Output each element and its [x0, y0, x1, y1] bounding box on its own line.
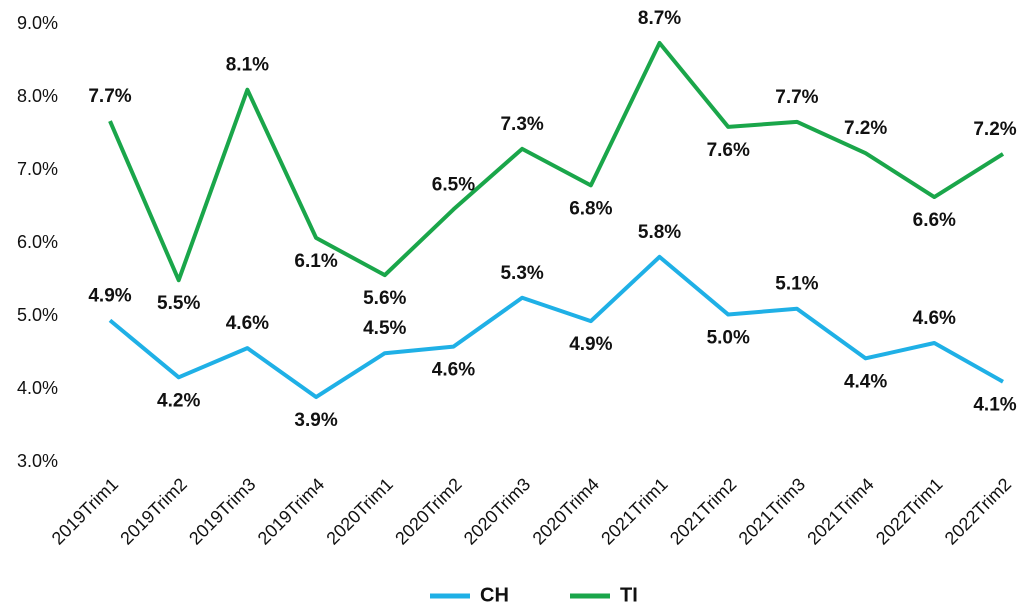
data-label: 6.5% — [432, 174, 475, 195]
data-label: 5.0% — [707, 328, 750, 349]
data-label: 7.2% — [844, 118, 887, 139]
data-label: 4.6% — [226, 313, 269, 334]
y-tick-label: 3.0% — [17, 451, 58, 471]
data-label: 5.1% — [775, 274, 818, 295]
y-tick-label: 8.0% — [17, 86, 58, 106]
line — [108, 40, 1005, 283]
data-label: 7.7% — [775, 87, 818, 108]
data-label: 6.6% — [913, 210, 956, 231]
data-label: 8.7% — [638, 8, 681, 29]
x-tick-label: 2021Trim3 — [735, 474, 810, 549]
x-tick-label: 2020Trim2 — [391, 474, 466, 549]
x-tick-label: 2019Trim2 — [116, 474, 191, 549]
data-label: 4.2% — [157, 390, 200, 411]
data-label: 4.6% — [432, 360, 475, 381]
y-tick-label: 9.0% — [17, 13, 58, 33]
legend-label: TI — [620, 584, 638, 606]
x-tick-label: 2019Trim4 — [254, 474, 329, 549]
data-label: 8.1% — [226, 55, 269, 76]
data-label: 7.3% — [500, 114, 543, 135]
x-tick-label: 2022Trim2 — [941, 474, 1016, 549]
y-tick-label: 6.0% — [17, 232, 58, 252]
line — [108, 254, 1004, 400]
legend-label: CH — [480, 584, 509, 606]
data-label: 6.8% — [569, 198, 612, 219]
data-label: 5.5% — [157, 293, 200, 314]
data-label: 4.9% — [569, 334, 612, 355]
data-label: 5.8% — [638, 222, 681, 243]
data-label: 4.6% — [913, 308, 956, 329]
data-label: 7.6% — [707, 140, 750, 161]
data-label: 5.3% — [500, 263, 543, 284]
data-label: 3.9% — [294, 410, 337, 431]
x-tick-label: 2021Trim1 — [597, 474, 672, 549]
x-tick-label: 2022Trim1 — [872, 474, 947, 549]
x-tick-label: 2020Trim1 — [322, 474, 397, 549]
x-tick-label: 2020Trim4 — [529, 474, 604, 549]
data-label: 4.5% — [363, 318, 406, 339]
x-tick-label: 2020Trim3 — [460, 474, 535, 549]
x-tick-label: 2019Trim1 — [48, 474, 123, 549]
x-tick-label: 2021Trim2 — [666, 474, 741, 549]
data-label: 5.6% — [363, 288, 406, 309]
data-label: 4.1% — [973, 395, 1016, 416]
y-tick-label: 5.0% — [17, 305, 58, 325]
data-label: 7.7% — [88, 86, 131, 107]
data-label: 6.1% — [294, 251, 337, 272]
data-label: 7.2% — [973, 119, 1016, 140]
x-tick-label: 2019Trim3 — [185, 474, 260, 549]
data-label: 4.9% — [88, 285, 131, 306]
x-tick-label: 2021Trim4 — [803, 474, 878, 549]
y-tick-label: 4.0% — [17, 378, 58, 398]
y-tick-label: 7.0% — [17, 159, 58, 179]
data-label: 4.4% — [844, 371, 887, 392]
